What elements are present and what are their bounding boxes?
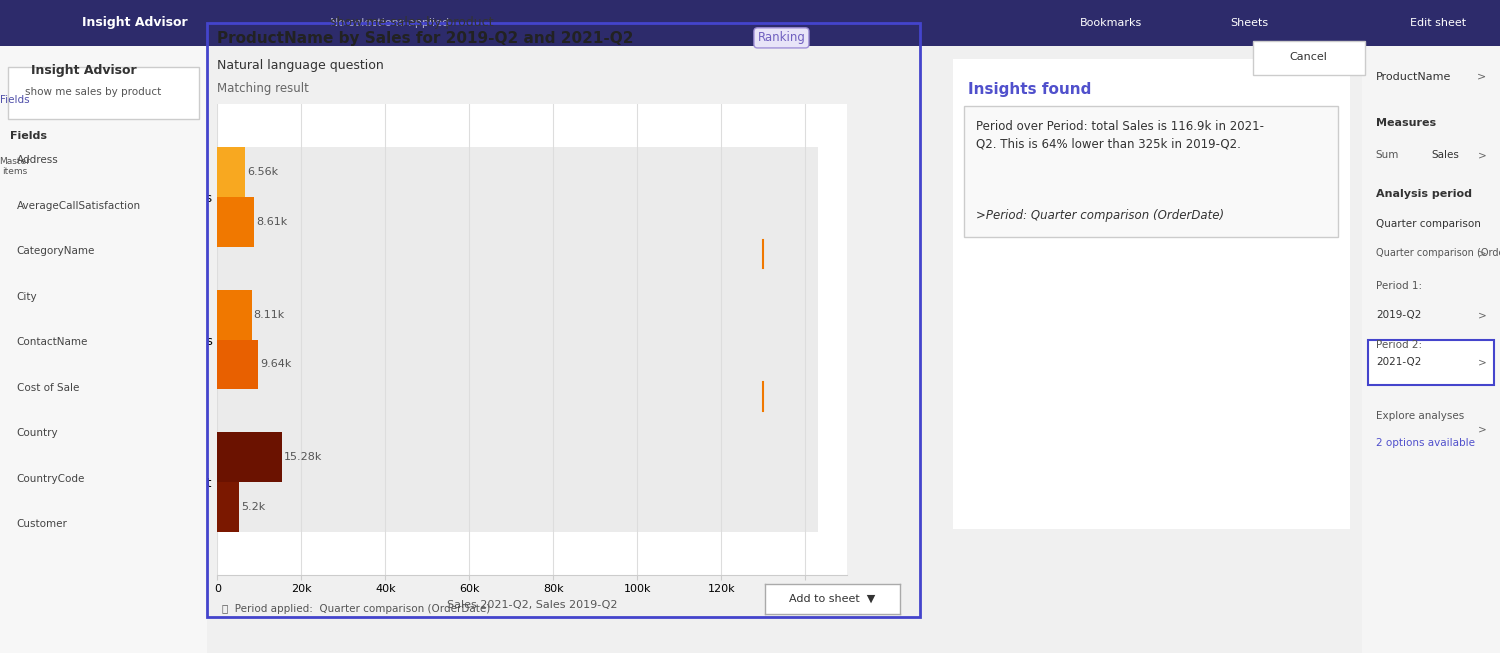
Bar bbox=[217, 147, 244, 197]
Bar bbox=[217, 340, 258, 389]
Bar bbox=[217, 432, 282, 482]
Text: Customer: Customer bbox=[16, 519, 68, 530]
Text: Quarter comparison: Quarter comparison bbox=[1376, 219, 1480, 229]
X-axis label: Sales 2021-Q2, Sales 2019-Q2: Sales 2021-Q2, Sales 2019-Q2 bbox=[447, 600, 618, 610]
Text: ProductName by Sales for 2019-Q2 and 2021-Q2: ProductName by Sales for 2019-Q2 and 202… bbox=[217, 31, 634, 46]
Text: Fields: Fields bbox=[0, 95, 30, 104]
Text: show me sales by product: show me sales by product bbox=[26, 88, 160, 97]
Text: CountryCode: CountryCode bbox=[16, 474, 86, 484]
Text: Insight Advisor: Insight Advisor bbox=[82, 16, 188, 29]
Text: Ranking: Ranking bbox=[758, 31, 806, 44]
Text: Period 1:: Period 1: bbox=[1376, 281, 1422, 291]
Text: Sum: Sum bbox=[1376, 150, 1400, 160]
Text: Bookmarks: Bookmarks bbox=[1080, 18, 1143, 28]
Bar bbox=[217, 290, 252, 340]
Text: CategoryName: CategoryName bbox=[16, 246, 94, 256]
Text: 5.2k: 5.2k bbox=[242, 502, 266, 512]
Text: Master items: Master items bbox=[0, 157, 30, 176]
Text: Measures: Measures bbox=[1376, 118, 1436, 127]
Text: Sales: Sales bbox=[1431, 150, 1460, 160]
Text: No selections applied: No selections applied bbox=[330, 18, 448, 28]
Text: Insights found: Insights found bbox=[969, 82, 1092, 97]
Text: Cost of Sale: Cost of Sale bbox=[16, 383, 80, 392]
FancyBboxPatch shape bbox=[964, 106, 1338, 238]
Text: Add to sheet  ▼: Add to sheet ▼ bbox=[789, 594, 876, 604]
Text: 2021-Q2: 2021-Q2 bbox=[1376, 357, 1420, 368]
Text: Period over Period: total Sales is 116.9k in 2021-
Q2. This is 64% lower than 32: Period over Period: total Sales is 116.9… bbox=[976, 120, 1264, 151]
Text: ContactName: ContactName bbox=[16, 337, 88, 347]
Text: Insight Advisor: Insight Advisor bbox=[32, 64, 136, 77]
Y-axis label: ProductName: ProductName bbox=[57, 302, 68, 377]
Text: City: City bbox=[16, 292, 38, 302]
Text: 8.11k: 8.11k bbox=[254, 310, 285, 319]
Text: Explore analyses: Explore analyses bbox=[1376, 411, 1464, 421]
Text: Natural language question: Natural language question bbox=[217, 59, 384, 72]
Text: 8.61k: 8.61k bbox=[256, 217, 286, 227]
Text: >: > bbox=[1478, 150, 1486, 160]
Text: 2 options available: 2 options available bbox=[1376, 438, 1474, 447]
Text: Analysis period: Analysis period bbox=[1376, 189, 1472, 199]
FancyBboxPatch shape bbox=[1368, 340, 1494, 385]
Bar bbox=[217, 482, 240, 532]
Text: >: > bbox=[1478, 72, 1486, 82]
Text: Address: Address bbox=[16, 155, 58, 165]
Text: >: > bbox=[1478, 248, 1486, 258]
Text: Fields: Fields bbox=[10, 131, 48, 141]
Text: Cancel: Cancel bbox=[1288, 52, 1328, 63]
Text: 6.56k: 6.56k bbox=[248, 167, 279, 177]
Text: Analysis properties: Analysis properties bbox=[1376, 33, 1497, 42]
Text: >: > bbox=[1478, 310, 1486, 320]
Text: show me sales by product: show me sales by product bbox=[330, 16, 494, 29]
Text: AverageCallSatisfaction: AverageCallSatisfaction bbox=[16, 200, 141, 210]
Text: >Period: Quarter comparison (OrderDate): >Period: Quarter comparison (OrderDate) bbox=[976, 209, 1224, 222]
Text: ⓘ  Period applied:  Quarter comparison (OrderDate): ⓘ Period applied: Quarter comparison (Or… bbox=[222, 604, 491, 614]
Text: 15.28k: 15.28k bbox=[284, 452, 322, 462]
Text: Country: Country bbox=[16, 428, 58, 438]
Text: 9.64k: 9.64k bbox=[260, 360, 291, 370]
Text: Edit sheet: Edit sheet bbox=[1410, 18, 1466, 28]
Text: Period 2:: Period 2: bbox=[1376, 340, 1422, 349]
FancyBboxPatch shape bbox=[9, 67, 198, 119]
Bar bbox=[217, 147, 818, 532]
Text: Sheets: Sheets bbox=[1230, 18, 1268, 28]
Text: >: > bbox=[1478, 424, 1486, 434]
Text: Quarter comparison (OrderDa...: Quarter comparison (OrderDa... bbox=[1376, 248, 1500, 258]
Text: Matching result: Matching result bbox=[217, 82, 309, 95]
Text: 2019-Q2: 2019-Q2 bbox=[1376, 310, 1420, 320]
Text: ProductName: ProductName bbox=[1376, 72, 1450, 82]
Bar bbox=[217, 197, 254, 247]
Text: >: > bbox=[1478, 357, 1486, 368]
